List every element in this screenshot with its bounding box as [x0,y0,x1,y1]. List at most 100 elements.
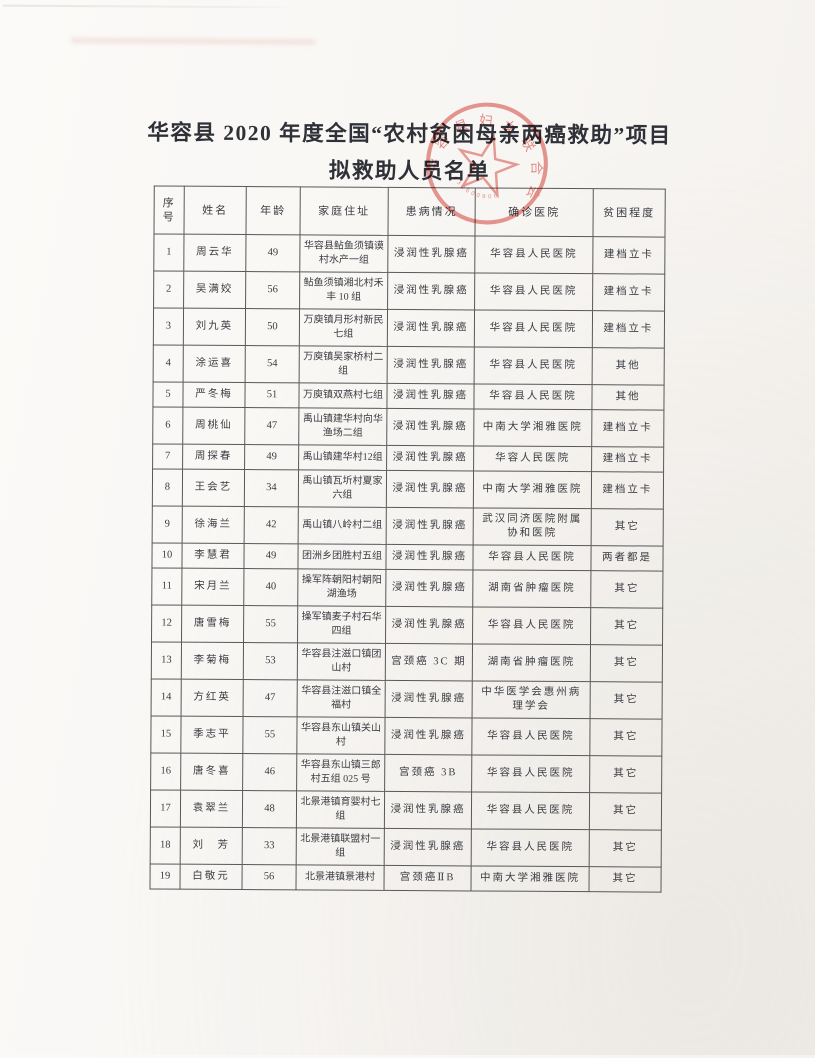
cell-poverty: 其它 [589,829,662,868]
cell-age: 49 [244,444,299,470]
cell-address: 鲇鱼须镇湘北村禾丰 10 组 [299,271,388,310]
cell-illness: 浸润性乳腺癌 [387,272,475,310]
ink-bleed-smear [70,37,316,45]
cell-illness: 浸润性乳腺癌 [386,445,474,471]
cell-hospital: 华容县人民医院 [471,717,591,756]
cell-age: 54 [245,345,300,383]
cell-address: 华容县注滋口镇团山村 [297,642,386,681]
cell-illness: 浸润性乳腺癌 [385,680,473,718]
cell-address: 华容县注滋口镇全福村 [297,679,386,718]
cell-illness: 浸润性乳腺癌 [386,383,475,409]
cell-hospital: 中华医学会惠州病理学会 [472,680,591,719]
cell-illness: 宫颈癌 3C 期 [385,643,473,681]
table-row: 19 白敬元 56 北景港镇景港村 宫颈癌ⅡB 中南大学湘雅医院 其它 [149,863,662,893]
cell-name: 唐冬喜 [180,753,243,791]
cell-illness: 宫颈癌 3B [384,754,472,792]
cell-hospital: 中南大学湘雅医院 [470,865,590,892]
beneficiary-table: 序号 姓名 年龄 家庭住址 患病情况 确诊医院 贫困程度 1 周云华 49 华容县鲇鱼… [149,185,666,893]
cell-no: 18 [150,826,181,865]
cell-hospital: 华容县人民医院 [472,544,592,571]
cell-poverty: 建档立卡 [592,273,665,312]
cell-poverty: 建档立卡 [591,471,664,510]
cell-no: 3 [153,307,184,346]
cell-no: 10 [151,542,183,569]
cell-address: 万庾镇月形村新民七组 [299,308,388,347]
cell-address: 万庾镇双燕村七组 [298,382,388,409]
cell-illness: 宫颈癌ⅡB [383,865,472,891]
cell-age: 48 [242,790,297,828]
table-row: 9 徐海兰 42 禹山镇八岭村二组 浸润性乳腺癌 武汉同济医院附属协和医院 其它 [152,505,664,547]
cell-name: 周探春 [182,444,245,470]
cell-name: 袁翠兰 [180,790,243,828]
cell-address: 操军镇麦子村石华四组 [297,605,386,644]
cell-no: 1 [153,233,184,272]
cell-poverty: 建档立卡 [592,236,665,275]
cell-no: 12 [151,604,182,643]
cell-name: 刘 芳 [180,827,243,865]
cell-address: 禹山镇建华村向华渔场二组 [298,407,387,446]
cell-illness: 浸润性乳腺癌 [387,235,475,273]
table-row: 4 涂运喜 54 万庾镇吴家桥村二组 浸润性乳腺癌 华容县人民医院 其他 [153,344,665,386]
cell-name: 白敬元 [179,864,243,890]
cell-poverty: 其它 [589,718,663,757]
cell-name: 李慧君 [181,543,245,569]
table-row: 6 周桃仙 47 禹山镇建华村向华渔场二组 浸润性乳腺癌 中南大学湘雅医院 建档立卡 [152,406,664,448]
cell-name: 方红英 [181,679,244,717]
table-row: 3 刘九英 50 万庾镇月形村新民七组 浸润性乳腺癌 华容县人民医院 建档立卡 [153,307,665,349]
cell-address: 北景港镇联盟村一组 [296,827,385,866]
cell-age: 56 [245,271,300,309]
table-row: 18 刘 芳 33 北景港镇联盟村一组 浸润性乳腺癌 华容县人民医院 其它 [150,826,662,868]
cell-hospital: 武汉同济医院附属协和医院 [473,507,592,546]
cell-no: 9 [152,505,183,544]
cell-illness: 浸润性乳腺癌 [385,544,474,570]
cell-hospital: 华容县人民医院 [474,272,593,311]
cell-hospital: 华容县人民医院 [472,606,591,645]
cell-no: 11 [151,567,182,606]
cell-hospital: 华容县人民医院 [474,235,593,274]
table-row: 10 李慧君 49 团洲乡团胜村五组 浸润性乳腺癌 华容县人民医院 两者都是 [151,542,664,572]
cell-address: 禹山镇建华村12组 [298,444,387,471]
table-row: 12 唐雪梅 55 操军镇麦子村石华四组 浸润性乳腺癌 华容县人民医院 其它 [151,604,663,646]
table-row: 8 王会艺 34 禹山镇瓦圻村夏家六组 浸润性乳腺癌 中南大学湘雅医院 建档立卡 [152,468,664,510]
cell-age: 49 [243,543,299,569]
cell-poverty: 其它 [591,508,664,547]
cell-hospital: 华容县人民医院 [474,309,593,348]
cell-age: 53 [243,642,298,680]
table-row: 5 严冬梅 51 万庾镇双燕村七组 浸润性乳腺癌 华容县人民医院 其他 [152,381,665,411]
cell-name: 宋月兰 [181,568,244,606]
cell-age: 47 [243,679,298,717]
table-row: 16 唐冬喜 46 华容县东山镇三郎村五组 025 号宫颈癌 3B 华容县人民医院 其它 [150,752,662,794]
header-hospital: 确诊医院 [474,187,594,237]
cell-no: 8 [152,468,183,507]
cell-illness: 浸润性乳腺癌 [385,606,473,644]
table-row: 7 周探春 49 禹山镇建华村12组 浸润性乳腺癌 华容人民医院 建档立卡 [152,443,664,473]
cell-name: 王会艺 [182,469,245,507]
document-title: 华容县 2020 年度全国“农村贫困母亲两癌救助”项目 拟救助人员名单 [2,114,815,193]
cell-address: 禹山镇八岭村二组 [298,506,387,545]
cell-age: 46 [242,753,297,791]
scan-edge-shadow [2,4,295,9]
cell-address: 华容县东山镇关山村 [296,716,386,755]
cell-illness: 浸润性乳腺癌 [386,507,474,545]
cell-name: 严冬梅 [182,382,246,408]
cell-age: 55 [243,605,298,643]
cell-address: 北景港镇育婴村七组 [296,790,385,829]
header-address: 家庭住址 [299,186,389,236]
header-name: 姓名 [183,186,247,235]
table-row: 11 宋月兰 40 操军阵朝阳村朝阳湖渔场 浸润性乳腺癌 湖南省肿瘤医院 其它 [151,567,663,609]
cell-poverty: 其它 [590,607,663,646]
cell-poverty: 两者都是 [590,545,664,572]
cell-address: 团洲乡团胜村五组 [297,543,387,570]
cell-no: 7 [152,443,183,470]
cell-illness: 浸润性乳腺癌 [387,346,475,384]
cell-age: 33 [242,827,297,865]
cell-poverty: 其它 [590,570,663,609]
cell-hospital: 湖南省肿瘤医院 [472,569,591,608]
cell-no: 2 [153,270,184,309]
cell-poverty: 其他 [592,347,665,386]
cell-age: 50 [245,308,300,346]
cell-name: 周云华 [183,234,246,272]
cell-illness: 浸润性乳腺癌 [384,717,473,755]
cell-age: 42 [244,506,299,544]
